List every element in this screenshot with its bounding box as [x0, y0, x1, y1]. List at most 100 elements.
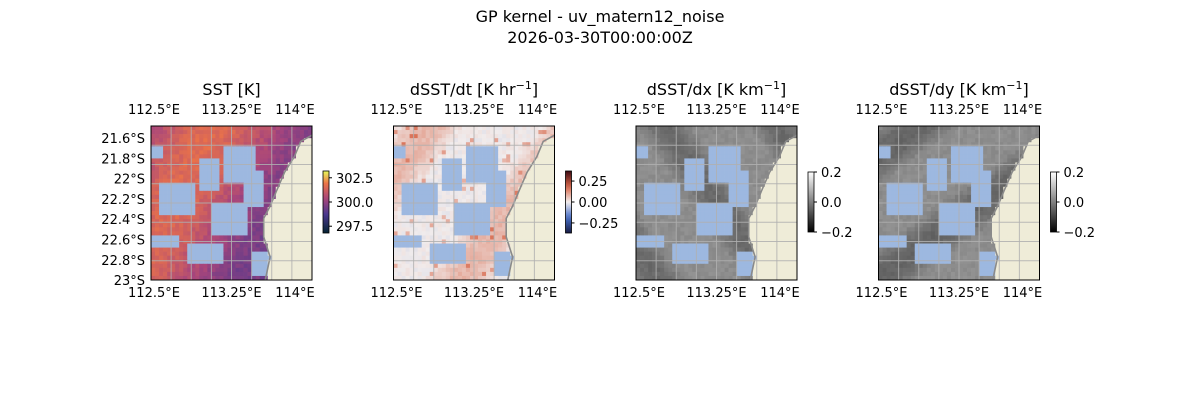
data-cell	[640, 130, 645, 135]
data-cell	[756, 134, 762, 139]
data-cell	[401, 134, 406, 139]
data-cell	[401, 186, 406, 192]
data-cell	[660, 243, 665, 248]
data-cell	[959, 146, 964, 151]
data-cell	[461, 223, 467, 228]
data-cell	[251, 223, 257, 228]
data-cell	[482, 198, 487, 204]
data-cell	[490, 130, 495, 135]
data-cell	[247, 154, 252, 159]
data-cell	[636, 215, 641, 220]
data-cell	[652, 259, 657, 265]
data-cell	[530, 223, 535, 228]
data-cell	[199, 211, 204, 216]
data-cell	[259, 134, 265, 139]
data-cell	[183, 255, 188, 261]
data-cell	[171, 182, 176, 188]
data-cell	[429, 267, 435, 273]
data-cell	[151, 150, 156, 155]
data-cell	[421, 166, 427, 171]
data-cell	[668, 142, 673, 147]
data-cell	[510, 227, 515, 232]
data-cell	[724, 126, 729, 131]
data-cell	[546, 203, 551, 208]
data-cell	[449, 178, 455, 184]
data-cell	[199, 174, 204, 180]
data-cell	[179, 255, 184, 261]
data-cell	[441, 243, 447, 248]
data-cell	[159, 271, 164, 277]
data-cell	[255, 255, 261, 261]
panel-title-text: SST [K]	[202, 80, 260, 99]
data-cell	[283, 190, 289, 196]
data-cell	[271, 166, 277, 171]
data-cell	[275, 219, 281, 224]
data-cell	[437, 259, 443, 265]
data-cell	[696, 182, 701, 188]
data-cell	[704, 166, 709, 171]
data-cell	[251, 275, 257, 280]
data-cell	[255, 271, 261, 277]
data-cell	[534, 223, 539, 228]
data-cell	[530, 211, 535, 216]
data-cell	[299, 190, 305, 196]
data-cell	[401, 194, 406, 200]
colorbar-tick-label: −0.2	[821, 226, 853, 241]
data-cell	[179, 138, 184, 143]
data-cell	[445, 263, 451, 269]
data-cell	[652, 190, 657, 196]
data-cell	[199, 271, 204, 277]
data-cell	[207, 174, 212, 180]
data-cell	[748, 182, 754, 188]
data-cell	[534, 211, 539, 216]
data-cell	[303, 182, 309, 188]
data-cell	[716, 134, 721, 139]
data-cell	[502, 190, 507, 196]
data-cell	[179, 150, 184, 155]
data-cell	[672, 154, 677, 159]
data-cell	[163, 182, 168, 188]
data-cell	[756, 182, 762, 188]
data-cell	[514, 271, 519, 277]
data-cell	[1031, 146, 1036, 151]
data-cell	[413, 235, 419, 240]
data-cell	[526, 235, 531, 240]
data-cell	[179, 235, 184, 240]
data-cell	[640, 243, 645, 248]
data-cell	[688, 243, 693, 248]
data-cell	[684, 186, 689, 192]
data-cell	[393, 158, 398, 163]
data-cell	[1015, 130, 1020, 135]
data-cell	[692, 126, 697, 131]
data-cell	[478, 231, 483, 236]
data-cell	[890, 134, 895, 139]
tick-label-left: 21.6°S	[101, 132, 145, 147]
data-cell	[780, 243, 786, 248]
data-cell	[724, 259, 729, 265]
data-cell	[502, 158, 507, 163]
data-cell	[688, 203, 693, 208]
data-cell	[660, 126, 665, 131]
data-cell	[421, 211, 427, 216]
data-cell	[397, 203, 402, 208]
data-cell	[275, 267, 281, 273]
data-cell	[652, 198, 657, 204]
data-cell	[199, 166, 204, 171]
data-cell	[748, 154, 754, 159]
data-cell	[636, 134, 641, 139]
data-cell	[401, 227, 406, 232]
data-cell	[530, 130, 535, 135]
data-cell	[482, 194, 487, 200]
data-cell	[482, 146, 487, 151]
data-cell	[780, 142, 786, 147]
data-cell	[478, 130, 483, 135]
data-cell	[656, 178, 661, 184]
data-cell	[696, 235, 701, 240]
data-cell	[788, 134, 794, 139]
data-cell	[764, 198, 770, 204]
data-cell	[652, 211, 657, 216]
data-cell	[720, 215, 725, 220]
data-cell	[433, 219, 439, 224]
data-cell	[546, 146, 551, 151]
data-cell	[227, 263, 232, 269]
